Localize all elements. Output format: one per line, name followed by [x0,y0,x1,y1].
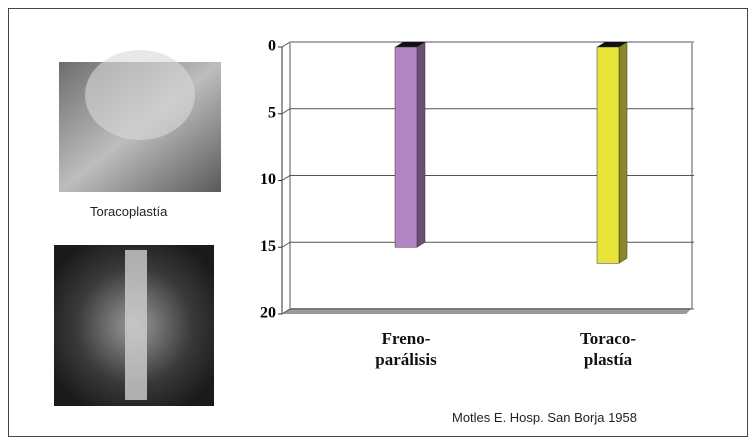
y-tick-label: 0 [268,38,276,55]
photo-detail [85,50,195,140]
bar [597,47,619,263]
y-tick-label: 20 [260,305,276,322]
grid-line [282,176,694,181]
grid-line [282,109,694,114]
source: Motles E. Hosp. San Borja 1958 [452,410,637,425]
grid-line [282,242,694,247]
y-tick-label: 15 [260,238,276,255]
x-tick-label: Toraco- plastía [538,328,678,370]
slide: 0 5 10 15 20 Toracoplastía Motles E. Hosp. S… [0,0,756,445]
bar-side [619,42,627,263]
bar-side [417,42,425,247]
bar [395,47,417,247]
x-tick-label: Freno- parálisis [336,328,476,370]
grid-line [282,42,694,47]
y-tick-label: 10 [260,171,276,188]
y-tick-label: 5 [268,104,276,121]
photo-detail [125,250,147,400]
chart: 0 5 10 15 20 [0,0,756,445]
image-caption: Toracoplastía [90,204,167,219]
